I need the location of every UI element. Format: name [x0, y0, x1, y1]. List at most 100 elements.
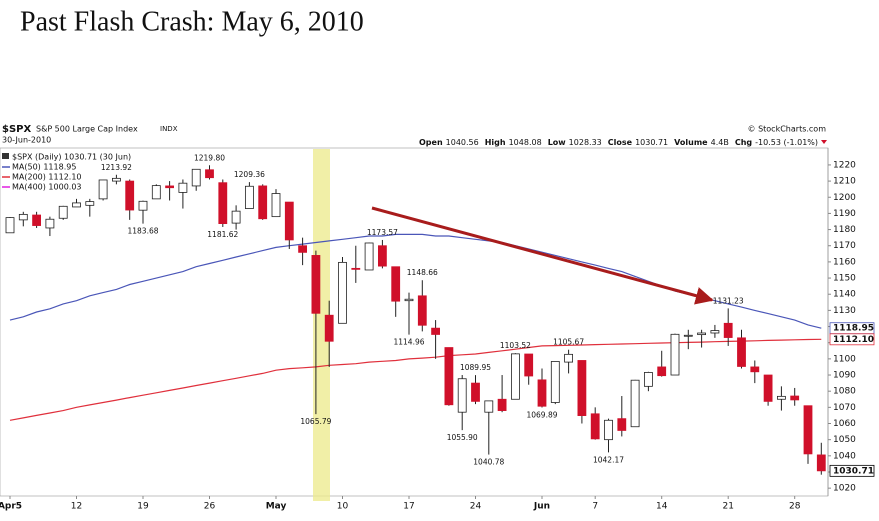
- candle-body: [550, 361, 560, 403]
- exchange: INDX: [160, 125, 178, 133]
- legend-price: $SPX (Daily) 1030.71 (30 Jun): [12, 153, 131, 162]
- quote-value: 4.4B: [711, 138, 729, 147]
- candle-body: [644, 372, 653, 387]
- candle-body: [510, 353, 520, 400]
- y-tick-label: 1130: [833, 306, 856, 316]
- candle-body: [564, 353, 573, 363]
- quote-line: Open 1040.56 High 1048.08 Low 1028.33 Close 103…: [419, 138, 818, 147]
- y-tick-label: 1060: [833, 419, 856, 429]
- candle-body: [471, 382, 480, 402]
- y-tick-label: 1190: [833, 209, 856, 219]
- quote-value: -10.53 (-1.01%): [755, 138, 818, 147]
- candle-body: [630, 379, 640, 428]
- candle-body: [85, 201, 95, 206]
- candle-body: [763, 374, 773, 402]
- candle-body: [364, 242, 374, 271]
- candle-body: [617, 418, 627, 431]
- high-label: 1103.52: [500, 341, 531, 350]
- y-tick-label: 1050: [833, 435, 856, 445]
- candle-body: [125, 180, 135, 211]
- candle-body: [32, 214, 41, 226]
- high-label: 1105.67: [553, 338, 584, 347]
- high-label: 1131.23: [713, 296, 744, 305]
- close-end-label: 1030.71: [833, 466, 874, 476]
- candle-body: [271, 193, 281, 218]
- x-tick-label: 24: [470, 502, 482, 512]
- candle-body: [18, 213, 28, 221]
- ma-end-label: 1118.95: [833, 324, 874, 334]
- candle-body: [457, 378, 467, 413]
- x-tick-label: Jun: [533, 502, 550, 512]
- candle-body: [417, 295, 427, 326]
- candle-body: [98, 179, 108, 200]
- y-tick-label: 1150: [833, 274, 856, 284]
- candle-body: [670, 333, 680, 376]
- candle-body: [165, 185, 175, 189]
- x-tick-label: 28: [789, 502, 801, 512]
- candle-body: [723, 322, 733, 338]
- candle-body: [431, 327, 441, 335]
- legend-label: MA(400) 1000.03: [12, 183, 82, 192]
- candle-body: [58, 205, 68, 219]
- y-tick-label: 1140: [833, 290, 856, 300]
- x-tick-label: May: [266, 502, 287, 512]
- candle-body: [205, 169, 214, 179]
- y-tick-label: 1100: [833, 354, 856, 364]
- y-tick-label: 1220: [833, 160, 856, 170]
- candle-body: [45, 218, 55, 229]
- candle-body: [737, 337, 746, 367]
- candle-body: [231, 210, 241, 224]
- high-label: 1089.95: [460, 363, 491, 372]
- candle-body: [816, 454, 826, 472]
- candle-body: [590, 413, 600, 440]
- low-label: 1183.68: [127, 227, 158, 236]
- y-tick-label: 1040: [833, 451, 856, 461]
- trend-arrow: [371, 206, 714, 305]
- quote-label: High: [485, 138, 506, 147]
- candle-body: [391, 266, 401, 302]
- candle-body: [697, 332, 706, 336]
- quote-label: Open: [419, 138, 443, 147]
- y-tick-label: 1170: [833, 241, 856, 251]
- legend-icon: [2, 153, 9, 159]
- x-tick-label: 14: [656, 502, 668, 512]
- candle-body: [311, 255, 321, 314]
- high-label: 1209.36: [234, 170, 265, 179]
- x-tick-label: 19: [137, 502, 149, 512]
- candle-body: [710, 330, 720, 334]
- quote-label: Volume: [674, 138, 708, 147]
- y-tick-label: 1090: [833, 371, 856, 381]
- candle-body: [497, 398, 507, 411]
- candle-body: [803, 405, 813, 455]
- legend-label: MA(50) 1118.95: [12, 163, 76, 172]
- flash-crash-highlight: [313, 149, 330, 501]
- high-label: 1148.66: [407, 268, 438, 277]
- symbol: $SPX: [2, 124, 31, 135]
- high-label: 1219.80: [194, 153, 225, 162]
- candle-body: [657, 366, 667, 377]
- low-label: 1040.78: [473, 458, 504, 467]
- candle-body: [377, 245, 387, 267]
- candle-body: [178, 182, 188, 193]
- low-label: 1114.96: [393, 338, 424, 347]
- high-label: 1213.92: [101, 163, 132, 172]
- candle-body: [284, 201, 294, 241]
- x-tick-label: 21: [722, 502, 733, 512]
- candle-body: [444, 347, 454, 406]
- x-tick-label: 26: [204, 502, 216, 512]
- candle-body: [151, 185, 161, 200]
- chart-date: 30-Jun-2010: [2, 136, 51, 145]
- x-tick-label: Apr5: [0, 502, 22, 512]
- candle-body: [112, 177, 121, 182]
- low-label: 1055.90: [447, 433, 478, 442]
- y-tick-label: 1160: [833, 257, 856, 267]
- change-arrow: [821, 140, 827, 144]
- candle-body: [524, 353, 534, 377]
- candle-body: [298, 245, 308, 253]
- quote-value: 1048.08: [509, 138, 542, 147]
- credit: © StockCharts.com: [748, 125, 827, 134]
- quote-value: 1028.33: [569, 138, 602, 147]
- quote-label: Low: [548, 138, 567, 147]
- quote-label: Chg: [735, 138, 753, 147]
- quote-value: 1030.71: [635, 138, 668, 147]
